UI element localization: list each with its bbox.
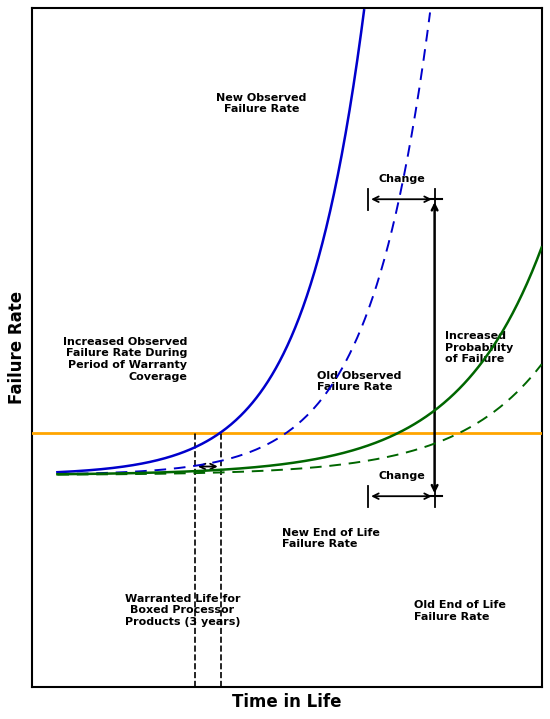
Text: Warranted Life for
Boxed Processor
Products (3 years): Warranted Life for Boxed Processor Produ…: [124, 594, 240, 627]
Text: New End of Life
Failure Rate: New End of Life Failure Rate: [282, 528, 380, 549]
Text: New Observed
Failure Rate: New Observed Failure Rate: [216, 93, 306, 114]
X-axis label: Time in Life: Time in Life: [232, 692, 342, 710]
Text: Increased
Probability
of Failure: Increased Probability of Failure: [445, 331, 513, 365]
Text: Old Observed
Failure Rate: Old Observed Failure Rate: [317, 371, 402, 393]
Text: Increased Observed
Failure Rate During
Period of Warranty
Coverage: Increased Observed Failure Rate During P…: [63, 337, 188, 382]
Y-axis label: Failure Rate: Failure Rate: [8, 291, 26, 404]
Text: Old End of Life
Failure Rate: Old End of Life Failure Rate: [414, 600, 506, 621]
Text: Change: Change: [378, 472, 425, 481]
Text: Change: Change: [378, 175, 425, 184]
